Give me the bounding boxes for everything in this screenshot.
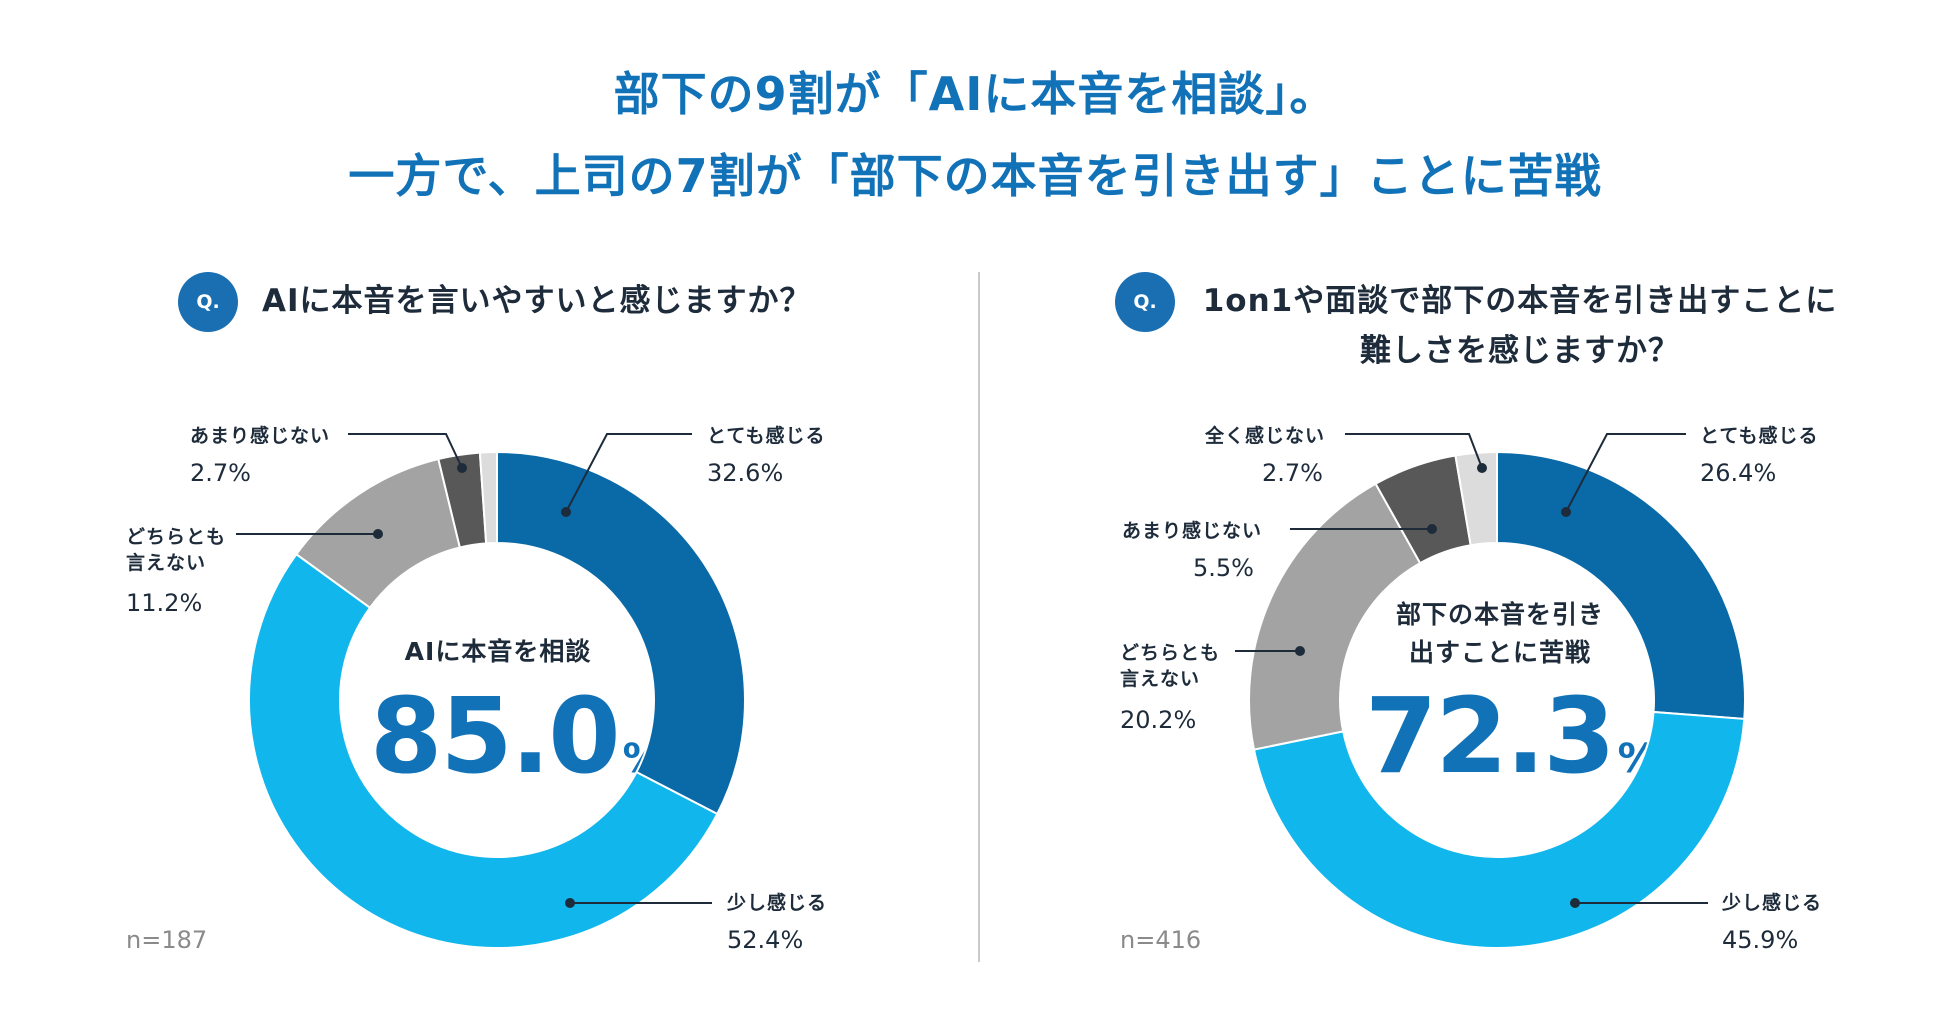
leader-dot-right-slightly [1570,898,1580,908]
slice-label-right-slightly: 少し感じる [1722,892,1823,914]
center-number-right: 72.3 [1365,675,1616,797]
question-badge-left: Q. [178,272,238,332]
sample-size-left: n=187 [126,926,208,954]
donut-slice-right-neither [1248,482,1422,751]
slice-label-left-not-much: あまり感じない [190,425,331,447]
question-left: AIに本音を言いやすいと感じますか？ [262,283,812,319]
headline-line-1: 部下の9割が「AIに本音を相談」。 [613,67,1337,121]
question-badge-right: Q. [1115,272,1175,332]
slice-label-right-neither: どちらとも言えない [1120,642,1221,690]
slice-value-left-neither: 11.2% [126,589,203,617]
slice-value-right-neither: 20.2% [1120,706,1197,734]
slice-label-left-slightly: 少し感じる [727,892,828,914]
donut-slice-left-very [496,450,746,816]
panel-divider [978,272,980,962]
donut-slice-left-not-at-all [478,450,498,545]
center-caption-right: 部下の本音を引き出すことに苦戦 [1395,600,1604,667]
slice-label-left-very: とても感じる [707,425,826,447]
leader-dot-right-not-much [1427,524,1437,534]
slice-label-right-not-at-all: 全く感じない [1205,425,1326,447]
leader-line-left-not-much [348,433,463,469]
leader-dot-right-very [1561,507,1571,517]
leader-dot-left-slightly [565,898,575,908]
center-value-right: 72.3% [1365,675,1658,797]
leader-line-right-very [1565,433,1686,513]
leader-dot-left-not-much [457,463,467,473]
sample-size-right: n=416 [1120,926,1202,954]
leader-dot-right-not-at-all [1477,463,1487,473]
slice-value-right-slightly: 45.9% [1722,926,1799,954]
leader-dot-right-neither [1295,646,1305,656]
donut-slice-right-very [1496,450,1746,721]
leader-dot-left-very [561,507,571,517]
slice-value-left-slightly: 52.4% [727,926,804,954]
leader-line-left-very [565,433,692,513]
slice-label-right-not-much: あまり感じない [1122,520,1263,542]
slice-value-right-not-much: 5.5% [1193,554,1254,582]
slice-value-right-not-at-all: 2.7% [1262,459,1323,487]
slice-value-left-very: 32.6% [707,459,784,487]
headline-line-2: 一方で、上司の7割が「部下の本音を引き出す」ことに苦戦 [348,149,1602,203]
center-caption-left: AIに本音を相談 [404,637,592,666]
donut-slice-left-slightly [248,552,719,949]
question-right: 1on1や面談で部下の本音を引き出すことに難しさを感じますか？ [1202,283,1838,369]
slice-value-left-not-much: 2.7% [190,459,251,487]
donut-slice-right-slightly [1252,710,1746,949]
leader-dot-left-neither [373,529,383,539]
donut-slice-right-not-at-all [1454,450,1498,547]
slice-label-right-very: とても感じる [1700,425,1819,447]
leader-line-right-not-at-all [1345,433,1483,469]
slice-label-left-neither: どちらとも言えない [126,526,227,574]
center-number-left: 85.0 [370,675,621,797]
slice-value-right-very: 26.4% [1700,459,1777,487]
